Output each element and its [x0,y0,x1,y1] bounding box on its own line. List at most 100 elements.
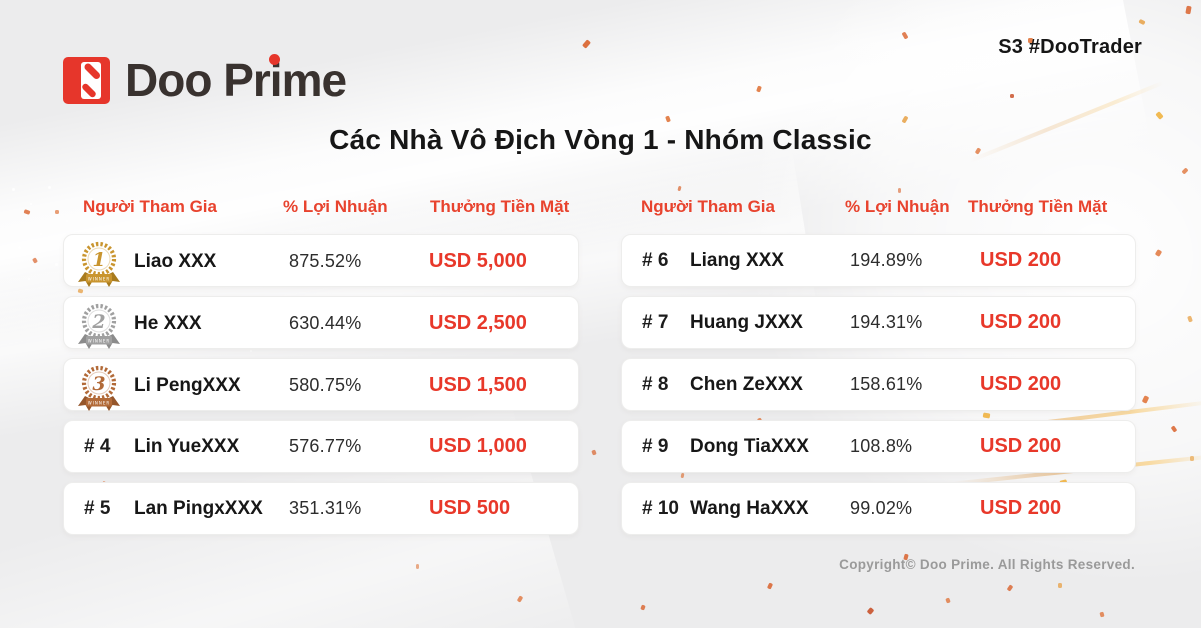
reward-value: USD 1,000 [429,435,527,457]
column-header-participant: Người Tham Gia [83,197,217,216]
reward-value: USD 200 [980,373,1062,395]
confetti-fleck [677,185,682,192]
rank-label: # 5 [84,497,111,519]
svg-text:WINNER: WINNER [88,277,110,282]
silver-medal-icon: 2 WINNER [64,297,134,350]
reward-value: USD 200 [980,249,1062,271]
participant-name: Chen ZeXXX [690,373,803,395]
sparkle-dot [55,263,58,266]
rank-label: # 6 [642,249,669,271]
gold-medal-icon: 1 WINNER [64,235,134,288]
leaderboard-row: # 4 Lin YueXXX 576.77% USD 1,000 [63,420,579,473]
profit-value: 158.61% [850,374,923,394]
profit-value: 875.52% [289,251,362,271]
confetti-fleck [1010,94,1014,98]
sparkle-dot [12,188,15,191]
profit-value: 576.77% [289,436,362,456]
reward-value: USD 5,000 [429,250,527,272]
confetti-fleck [32,257,38,264]
confetti-fleck [1187,315,1193,323]
column-header-reward: Thưởng Tiền Mặt [968,197,1108,216]
logo-i-letter: i [269,54,283,106]
confetti-fleck [640,604,646,611]
logo-text: Doo Prime [125,54,347,106]
leaderboard-row: 2 WINNER He XXX 630.44% USD 2,500 [63,296,579,349]
leaderboard-row: # 7 Huang JXXX 194.31% USD 200 [621,296,1136,349]
season-tag: S3 #DooTrader [998,36,1142,58]
leaderboard-row: # 9 Dong TiaXXX 108.8% USD 200 [621,420,1136,473]
reward-value: USD 200 [980,311,1062,333]
reward-value: USD 200 [980,435,1062,457]
profit-value: 194.31% [850,312,923,332]
rank-label: # 10 [642,497,679,519]
sparkle-dot [48,186,51,189]
profit-value: 108.8% [850,436,913,456]
confetti-fleck [55,210,59,214]
participant-name: Huang JXXX [690,311,803,333]
table-header: Người Tham Gia % Lợi Nhuận Thưởng Tiền M… [621,197,1136,217]
confetti-fleck [665,115,671,123]
leaderboard-row: 3 WINNER Li PengXXX 580.75% USD 1,500 [63,358,579,411]
profit-value: 351.31% [289,498,362,518]
svg-text:WINNER: WINNER [88,401,110,406]
confetti-fleck [1154,249,1163,257]
confetti-fleck [1099,611,1105,618]
leaderboard-row: 1 WINNER Liao XXX 875.52% USD 5,000 [63,234,579,287]
sparkle-dot [40,233,42,235]
doo-prime-logo: Doo Prime [63,54,347,106]
profit-value: 194.89% [850,250,923,270]
participant-name: Liao XXX [134,250,217,272]
confetti-fleck [901,31,909,40]
leaderboard-row: # 6 Liang XXX 194.89% USD 200 [621,234,1136,287]
column-header-profit: % Lợi Nhuận [845,197,950,216]
confetti-fleck [898,188,901,193]
leaderboard-table-right: Người Tham Gia % Lợi Nhuận Thưởng Tiền M… [621,197,1136,544]
confetti-fleck [1006,584,1014,592]
sparkle-dot [30,203,32,205]
confetti-fleck [1141,395,1150,404]
sparkle-dot [18,246,21,249]
confetti-fleck [1155,111,1164,120]
participant-name: Lin YueXXX [134,435,240,457]
confetti-fleck [901,115,909,124]
reward-value: USD 1,500 [429,374,527,396]
reward-value: USD 2,500 [429,312,527,334]
profit-value: 99.02% [850,498,913,518]
svg-text:WINNER: WINNER [88,339,110,344]
profit-value: 580.75% [289,375,362,395]
copyright-text: Copyright© Doo Prime. All Rights Reserve… [839,557,1135,572]
profit-value: 630.44% [289,313,362,333]
confetti-fleck [591,449,597,456]
participant-name: Dong TiaXXX [690,435,809,457]
logo-letters: Doo Pr [125,54,271,106]
confetti-fleck [945,597,951,604]
svg-text:2: 2 [91,311,105,333]
confetti-fleck [1170,425,1178,433]
confetti-fleck [23,209,31,215]
svg-text:3: 3 [92,373,105,395]
rank-label: # 9 [642,435,669,457]
reward-value: USD 200 [980,497,1062,519]
confetti-fleck [1058,583,1062,588]
participant-name: Lan PingxXXX [134,497,263,519]
column-header-participant: Người Tham Gia [641,197,775,216]
leaderboard-row: # 10 Wang HaXXX 99.02% USD 200 [621,482,1136,535]
reward-value: USD 500 [429,497,511,519]
confetti-fleck [1181,167,1189,175]
rank-label: # 4 [84,435,111,457]
leaderboard-row: # 8 Chen ZeXXX 158.61% USD 200 [621,358,1136,411]
participant-name: Li PengXXX [134,374,241,396]
doo-prime-logo-mark-icon [63,57,110,104]
confetti-fleck [766,582,774,590]
bronze-medal-icon: 3 WINNER [64,359,134,412]
table-header: Người Tham Gia % Lợi Nhuận Thưởng Tiền M… [63,197,579,217]
column-header-reward: Thưởng Tiền Mặt [430,197,570,216]
confetti-fleck [1185,5,1192,15]
rank-label: # 8 [642,373,669,395]
confetti-fleck [1138,18,1146,26]
confetti-fleck [582,39,591,49]
page-title: Các Nhà Vô Địch Vòng 1 - Nhóm Classic [329,124,872,155]
confetti-fleck [756,85,762,93]
confetti-fleck [516,595,524,603]
rank-label: # 7 [642,311,669,333]
